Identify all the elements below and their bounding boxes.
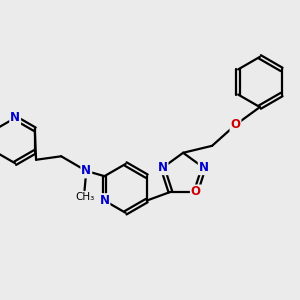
- Text: N: N: [199, 161, 209, 174]
- Text: N: N: [10, 111, 20, 124]
- Text: O: O: [230, 118, 241, 131]
- Text: N: N: [81, 164, 91, 177]
- Text: CH₃: CH₃: [75, 192, 94, 202]
- Text: N: N: [158, 161, 168, 174]
- Text: N: N: [99, 194, 110, 207]
- Text: O: O: [191, 185, 201, 198]
